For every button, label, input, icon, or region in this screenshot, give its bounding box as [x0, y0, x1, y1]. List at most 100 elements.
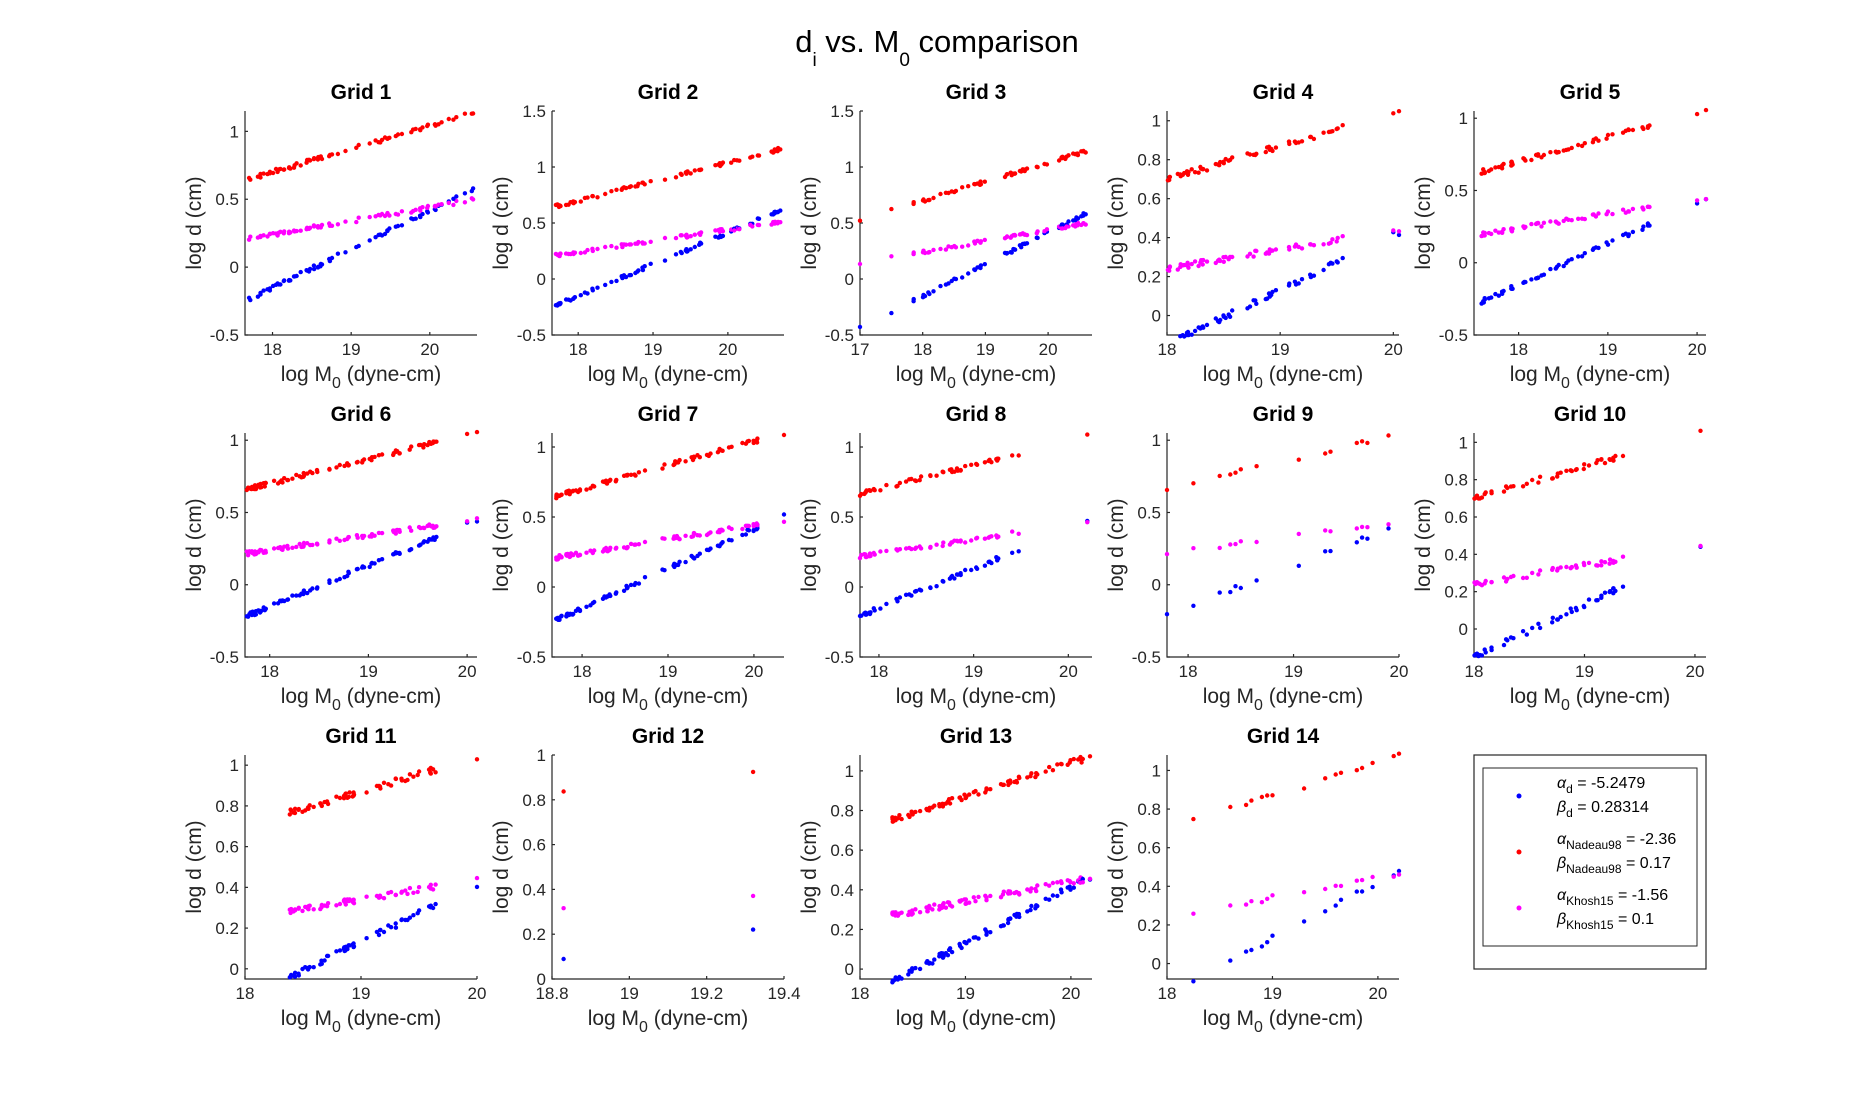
- x-tick-label: 19: [644, 340, 663, 359]
- point-d: [1043, 896, 1048, 901]
- point-khosh15: [1522, 225, 1527, 231]
- point-khosh15: [1000, 892, 1006, 897]
- scatter-points: [561, 769, 756, 962]
- point-d: [1233, 584, 1238, 589]
- point-nadeau98: [1191, 816, 1196, 822]
- x-tick-label: 20: [744, 662, 763, 681]
- point-khosh15: [755, 222, 760, 228]
- panel-grid-5: Grid 5 18 19 20 -0.5 0 0.5 1 log M0 (dyne-cm) log…: [1412, 81, 1709, 392]
- point-khosh15: [627, 242, 632, 247]
- point-khosh15: [1582, 216, 1588, 222]
- point-nadeau98: [342, 463, 347, 469]
- point-nadeau98: [334, 794, 339, 799]
- point-khosh15: [381, 896, 387, 901]
- point-d: [337, 576, 342, 582]
- point-khosh15: [995, 534, 1000, 539]
- point-d: [397, 551, 402, 556]
- point-nadeau98: [1293, 140, 1299, 146]
- point-d: [1005, 920, 1011, 926]
- point-nadeau98: [1537, 474, 1543, 479]
- point-nadeau98: [952, 189, 957, 195]
- point-nadeau98: [1217, 473, 1222, 479]
- point-khosh15: [261, 550, 266, 555]
- point-khosh15: [963, 897, 969, 902]
- point-khosh15: [1184, 263, 1190, 268]
- y-tick-label: 1: [845, 158, 854, 177]
- point-d: [369, 561, 374, 566]
- point-khosh15: [1396, 872, 1402, 877]
- point-d: [755, 216, 760, 221]
- point-nadeau98: [391, 452, 396, 458]
- point-khosh15: [732, 228, 737, 233]
- y-tick-label: 1: [1152, 761, 1161, 780]
- point-d: [967, 938, 972, 943]
- point-d: [1581, 603, 1587, 609]
- point-khosh15: [966, 243, 971, 248]
- point-d: [1270, 933, 1275, 938]
- point-d: [393, 224, 398, 229]
- point-d: [1555, 617, 1560, 622]
- x-tick-label: 18: [263, 340, 282, 359]
- scatter-points: [1165, 109, 1402, 339]
- point-d: [1323, 549, 1328, 554]
- panel-grid-9: Grid 9 18 19 20 -0.5 0 0.5 1 log M0 (dyne-cm) log…: [1105, 403, 1408, 714]
- y-tick-label: 0.2: [1444, 583, 1468, 602]
- point-nadeau98: [584, 487, 589, 492]
- point-nadeau98: [1008, 170, 1013, 175]
- point-nadeau98: [1703, 107, 1709, 113]
- point-khosh15: [754, 521, 759, 526]
- point-d: [308, 588, 313, 593]
- point-nadeau98: [1610, 132, 1615, 137]
- point-nadeau98: [603, 191, 608, 197]
- point-nadeau98: [683, 459, 688, 464]
- point-d: [1323, 909, 1328, 914]
- point-khosh15: [1493, 228, 1498, 233]
- point-nadeau98: [1536, 480, 1541, 485]
- point-khosh15: [1175, 267, 1181, 272]
- point-khosh15: [982, 536, 988, 541]
- point-nadeau98: [1569, 145, 1574, 151]
- point-khosh15: [561, 906, 566, 911]
- point-nadeau98: [662, 177, 668, 182]
- point-nadeau98: [729, 444, 734, 449]
- point-khosh15: [1334, 239, 1339, 244]
- point-d: [1520, 629, 1526, 634]
- point-nadeau98: [425, 442, 430, 448]
- point-nadeau98: [1602, 460, 1608, 466]
- point-khosh15: [578, 250, 583, 256]
- point-khosh15: [750, 893, 756, 899]
- point-nadeau98: [1582, 462, 1587, 467]
- point-khosh15: [608, 545, 613, 550]
- point-khosh15: [433, 882, 438, 887]
- point-d: [311, 266, 317, 272]
- x-tick-label: 18: [1465, 662, 1484, 681]
- point-khosh15: [265, 234, 270, 239]
- scatter-points: [1191, 751, 1402, 984]
- x-axis-label: log M0 (dyne-cm): [1203, 1007, 1364, 1036]
- point-nadeau98: [1050, 768, 1056, 773]
- point-d: [640, 267, 646, 273]
- point-khosh15: [334, 536, 339, 541]
- point-d: [1396, 232, 1402, 238]
- point-d: [1482, 647, 1487, 652]
- point-d: [1499, 289, 1505, 294]
- point-khosh15: [1524, 575, 1530, 580]
- point-khosh15: [1006, 891, 1011, 896]
- point-khosh15: [613, 546, 618, 551]
- point-nadeau98: [1539, 155, 1544, 160]
- point-nadeau98: [337, 462, 342, 468]
- point-khosh15: [1017, 892, 1022, 897]
- y-axis-label: log d (cm): [1412, 176, 1435, 269]
- point-khosh15: [1520, 575, 1526, 581]
- point-d: [857, 613, 863, 619]
- point-d: [1059, 890, 1064, 895]
- point-nadeau98: [281, 167, 286, 172]
- point-nadeau98: [335, 151, 341, 157]
- point-d: [428, 904, 433, 909]
- point-khosh15: [292, 907, 298, 912]
- point-khosh15: [1607, 557, 1613, 562]
- point-nadeau98: [1068, 758, 1073, 763]
- point-nadeau98: [1611, 458, 1616, 463]
- point-khosh15: [566, 251, 571, 257]
- y-tick-label: 0.5: [522, 508, 546, 527]
